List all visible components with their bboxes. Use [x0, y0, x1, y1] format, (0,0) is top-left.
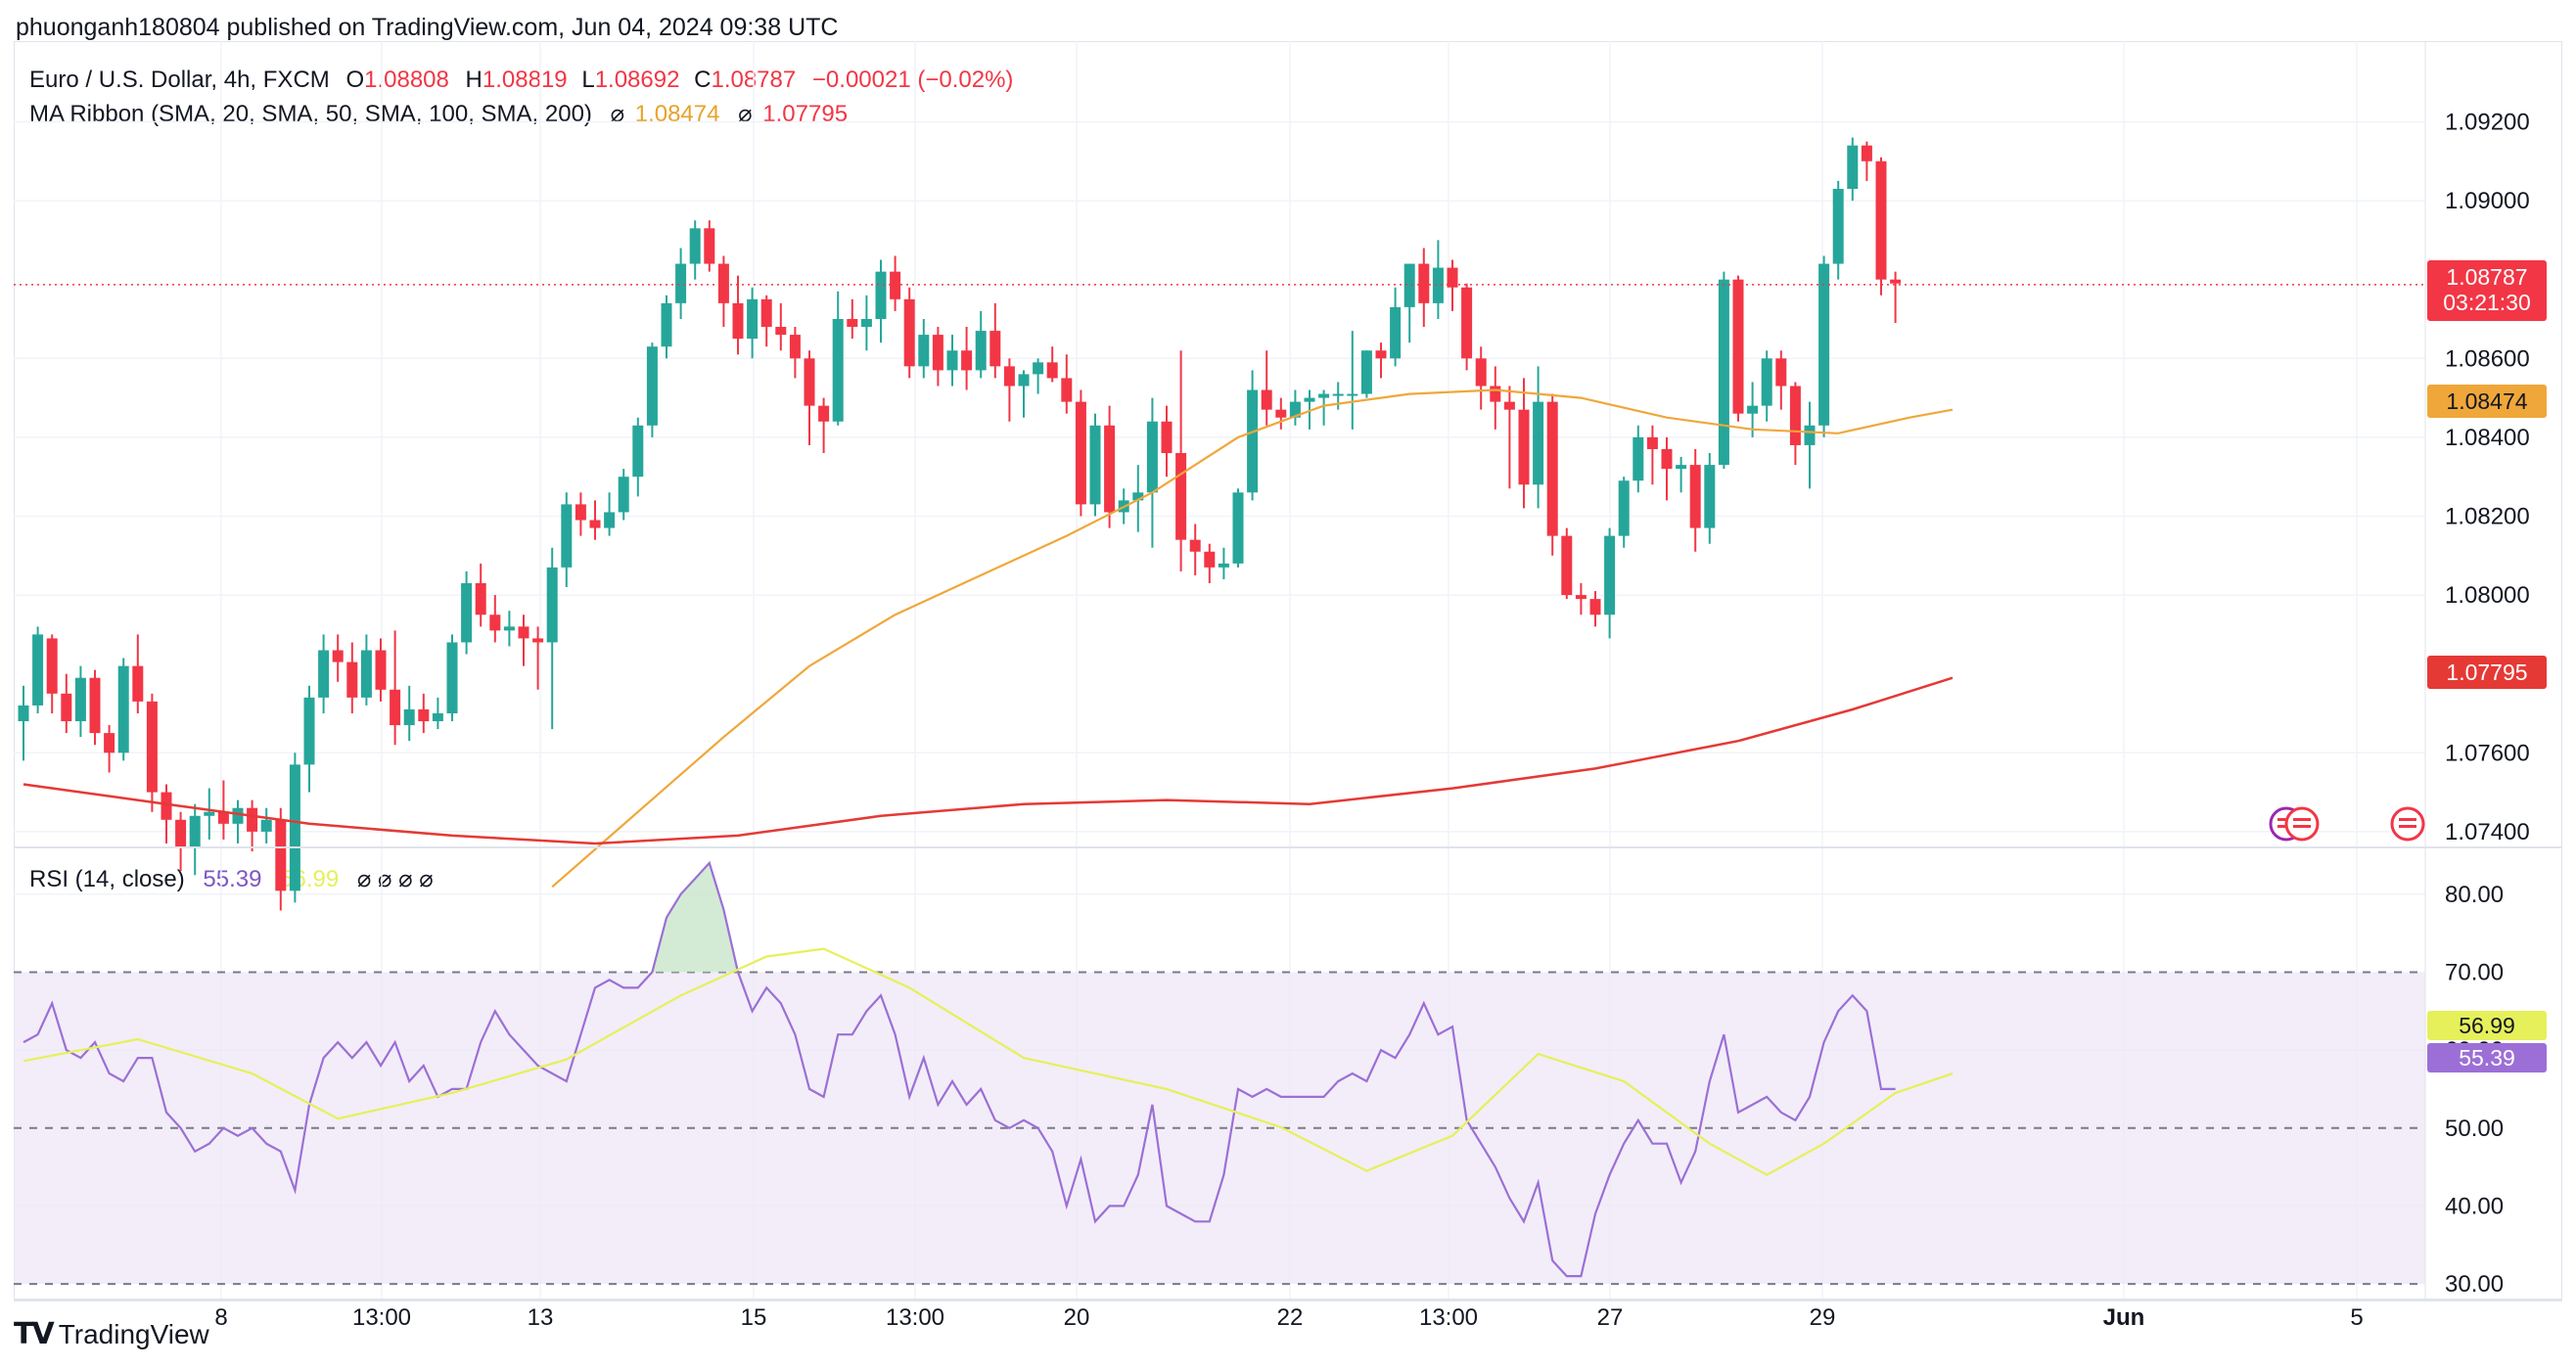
- ma-200-value: 1.07795: [762, 101, 849, 127]
- high-label: H: [465, 67, 483, 93]
- rsi-title[interactable]: RSI (14, close): [29, 866, 185, 892]
- time-tick-label: 15: [741, 1304, 767, 1331]
- footer-brand-label: TradingView: [58, 1318, 209, 1349]
- publisher-line: phuonganh180804 published on TradingView…: [16, 14, 839, 41]
- time-tick-label: 22: [1277, 1304, 1304, 1331]
- symbol-title[interactable]: Euro / U.S. Dollar, 4h, FXCM: [29, 67, 330, 93]
- ma-20-na: ⌀: [610, 101, 625, 127]
- time-tick-label: 20: [1064, 1304, 1090, 1331]
- low-label: L: [581, 67, 595, 93]
- ma-50-value: 1.08474: [634, 101, 720, 127]
- ma50-price-label: 1.08474: [2427, 385, 2547, 418]
- ma200-price-label: 1.07795: [2427, 656, 2547, 689]
- time-tick-label: 29: [1810, 1304, 1836, 1331]
- close-label: C: [694, 67, 712, 93]
- symbol-legend: Euro / U.S. Dollar, 4h, FXCM O1.08808 H1…: [29, 67, 1017, 94]
- rsi-ma-axis-label: 56.99: [2427, 1011, 2547, 1040]
- rsi-value: 55.39: [203, 866, 262, 892]
- ma-ribbon-legend: MA Ribbon (SMA, 20, SMA, 50, SMA, 100, S…: [29, 100, 851, 128]
- high-value: 1.08819: [482, 67, 568, 93]
- time-tick-label: 13: [528, 1304, 554, 1331]
- last-price-value: 1.08787: [2446, 264, 2528, 290]
- open-label: O: [345, 67, 365, 93]
- ma-ribbon-title[interactable]: MA Ribbon (SMA, 20, SMA, 50, SMA, 100, S…: [29, 101, 592, 127]
- ma-100-na: ⌀: [738, 101, 753, 127]
- open-value: 1.08808: [364, 67, 449, 93]
- time-tick-label: 8: [214, 1304, 227, 1331]
- time-tick-label: Jun: [2103, 1304, 2145, 1331]
- time-tick-label: 13:00: [1419, 1304, 1478, 1331]
- rsi-na-values: ⌀ ⌀ ⌀ ⌀: [356, 866, 434, 892]
- time-tick-label: 5: [2350, 1304, 2363, 1331]
- rsi-axis-label: 55.39: [2427, 1043, 2547, 1072]
- close-value: 1.08787: [711, 67, 797, 93]
- tradingview-logo-icon: 𝗧𝗩: [14, 1318, 55, 1350]
- change-value: −0.00021 (−0.02%): [811, 67, 1014, 93]
- last-price-label: 1.08787 03:21:30: [2427, 260, 2547, 321]
- time-tick-label: 13:00: [886, 1304, 944, 1331]
- rsi-ma-value: 56.99: [280, 866, 340, 892]
- time-tick-label: 27: [1597, 1304, 1624, 1331]
- rsi-legend: RSI (14, close) 55.39 56.99 ⌀ ⌀ ⌀ ⌀: [29, 865, 437, 893]
- time-tick-label: 13:00: [352, 1304, 411, 1331]
- low-value: 1.08692: [594, 67, 680, 93]
- footer-brand[interactable]: 𝗧𝗩 TradingView: [14, 1317, 209, 1351]
- bar-countdown: 03:21:30: [2443, 290, 2531, 315]
- chart-frame: [14, 41, 2562, 1301]
